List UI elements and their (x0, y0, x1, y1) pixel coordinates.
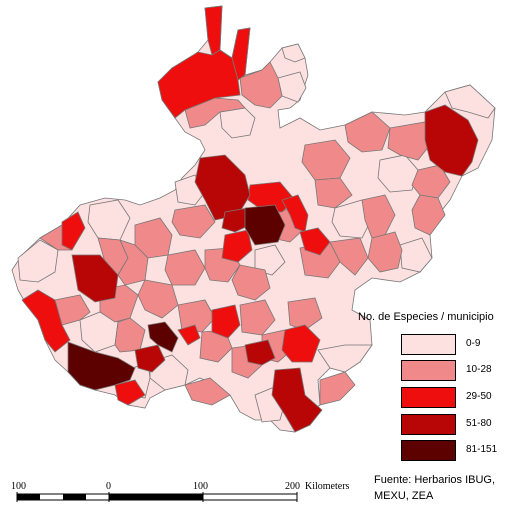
municipality (211, 304, 241, 339)
municipality (444, 84, 496, 119)
municipality (244, 204, 286, 246)
legend-swatch (401, 440, 456, 461)
municipality (184, 377, 231, 406)
municipality (184, 97, 246, 129)
municipality (239, 299, 276, 336)
source-line: Fuente: Herbarios IBUG, (374, 474, 496, 486)
scale-label: 200 (285, 481, 300, 492)
municipality (117, 239, 149, 286)
municipality (244, 339, 276, 366)
municipality (424, 104, 479, 177)
scale-label: 100 (11, 481, 26, 492)
municipality (17, 239, 59, 283)
municipality (399, 237, 433, 273)
legend-label: 0-9 (466, 338, 481, 349)
legend-label: 10-28 (466, 364, 492, 375)
municipality (287, 297, 323, 331)
municipality (281, 324, 321, 363)
municipality (61, 211, 86, 251)
scale-label: 100 (193, 481, 208, 492)
municipality (164, 249, 206, 286)
municipality (317, 344, 373, 373)
municipality (71, 254, 119, 303)
jalisco-municipalities-map (11, 5, 496, 433)
municipality (231, 264, 271, 301)
legend-title: No. de Especies / municipio (358, 311, 494, 323)
municipality (281, 43, 306, 63)
scale-bar (16, 492, 298, 502)
legend-item-10-28: 10-28 (401, 360, 501, 382)
municipality (67, 341, 136, 391)
legend-item-51-80: 51-80 (401, 414, 501, 436)
municipality (319, 371, 356, 406)
municipality (114, 379, 146, 406)
legend-swatch (401, 414, 456, 435)
legend-item-81-151: 81-151 (401, 440, 501, 462)
scale-unit: Kilometers (305, 481, 350, 492)
scale-label: 0 (106, 481, 111, 492)
municipality (329, 237, 369, 276)
municipality (254, 244, 286, 276)
legend-label: 51-80 (466, 418, 492, 429)
municipality (157, 49, 241, 119)
municipality (147, 321, 179, 353)
legend-label: 29-50 (466, 391, 492, 402)
municipality (239, 61, 283, 109)
legend-swatch (401, 334, 456, 355)
municipality (247, 181, 296, 213)
source-note: Fuente: Herbarios IBUG, MEXU, ZEA (374, 472, 509, 504)
municipality (299, 227, 331, 256)
municipality (134, 344, 166, 373)
municipality (221, 207, 251, 233)
municipality (314, 177, 353, 209)
legend-swatch (401, 387, 456, 408)
municipality (221, 229, 253, 263)
municipality (177, 324, 201, 346)
municipality (344, 111, 391, 153)
source-line: MEXU, ZEA (374, 490, 434, 502)
municipality (171, 204, 216, 239)
legend-item-29-50: 29-50 (401, 387, 501, 409)
legend-label: 81-151 (466, 444, 498, 455)
municipality (271, 367, 323, 433)
municipality (177, 299, 216, 333)
legend-swatch (401, 360, 456, 381)
municipality (411, 194, 446, 236)
legend-item-0-9: 0-9 (401, 334, 501, 356)
municipality (21, 289, 71, 353)
